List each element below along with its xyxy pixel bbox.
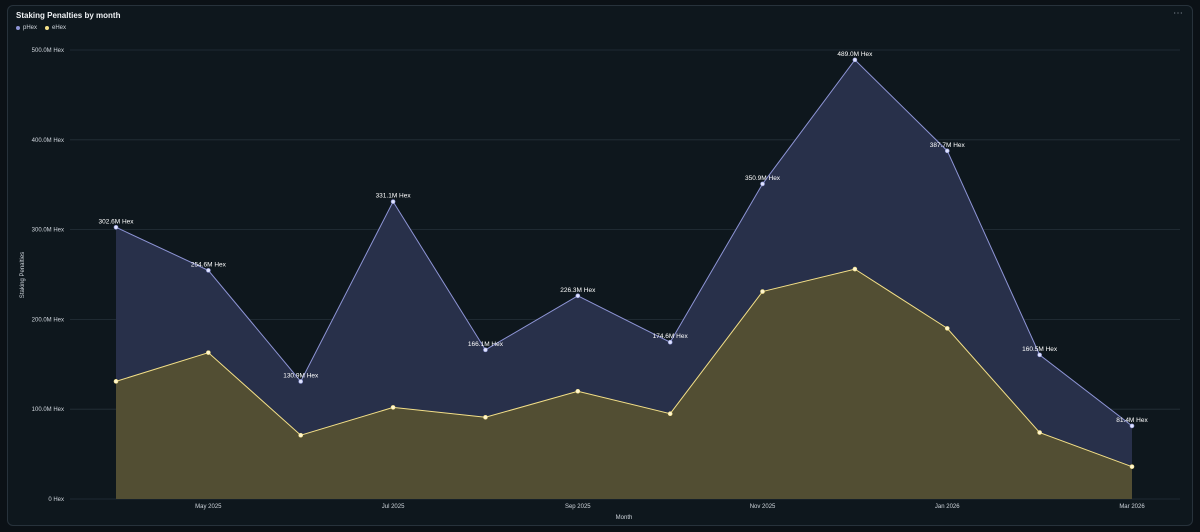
x-tick-label: Jan 2026 xyxy=(935,504,960,510)
point-phex xyxy=(944,148,950,154)
point-ehex xyxy=(852,266,858,272)
y-tick-label: 200.0M Hex xyxy=(32,317,64,323)
data-label-phex: 160.5M Hex xyxy=(1022,346,1058,353)
point-phex xyxy=(852,57,858,63)
x-tick-label: Jul 2025 xyxy=(382,504,405,510)
data-label-phex: 226.3M Hex xyxy=(560,287,596,294)
legend-swatch-phex xyxy=(16,26,20,30)
point-ehex xyxy=(944,326,950,331)
point-phex xyxy=(667,339,673,345)
point-ehex xyxy=(390,405,396,410)
area-ehex xyxy=(116,269,1132,499)
data-label-phex: 174.6M Hex xyxy=(653,333,689,340)
data-label-phex: 81.4M Hex xyxy=(1116,417,1148,424)
y-axis-title: Staking Penalties xyxy=(20,252,26,298)
data-label-phex: 254.6M Hex xyxy=(191,261,227,268)
point-phex xyxy=(390,199,396,204)
point-ehex xyxy=(483,414,488,420)
point-phex xyxy=(760,181,765,187)
line-phex xyxy=(115,59,1133,427)
x-axis-title: Month xyxy=(616,515,633,521)
legend: pHex eHex xyxy=(16,25,66,31)
line-ehex xyxy=(115,268,1133,468)
legend-label-ehex: eHex xyxy=(52,25,67,31)
data-label-phex: 331.1M Hex xyxy=(376,193,412,200)
y-tick-label: 300.0M Hex xyxy=(32,228,64,234)
y-tick-label: 0 Hex xyxy=(48,497,64,503)
point-phex xyxy=(206,268,211,273)
point-phex xyxy=(113,224,119,230)
x-tick-label: Mar 2026 xyxy=(1119,504,1145,510)
point-phex xyxy=(298,379,304,384)
data-label-phex: 387.7M Hex xyxy=(930,142,966,149)
data-label-phex: 130.9M Hex xyxy=(283,372,319,379)
y-tick-label: 400.0M Hex xyxy=(32,138,64,144)
legend-item-ehex[interactable]: eHex xyxy=(45,25,66,31)
legend-item-phex[interactable]: pHex xyxy=(16,25,37,31)
point-ehex xyxy=(1037,430,1042,435)
point-ehex xyxy=(298,432,304,438)
data-label-phex: 166.1M Hex xyxy=(468,341,504,348)
point-phex xyxy=(1037,352,1042,358)
point-ehex xyxy=(667,411,673,416)
x-tick-label: Nov 2025 xyxy=(750,504,776,510)
y-tick-label: 100.0M Hex xyxy=(32,407,64,413)
point-phex xyxy=(483,347,488,353)
x-tick-label: Sep 2025 xyxy=(565,504,591,510)
point-ehex xyxy=(113,379,119,384)
point-ehex xyxy=(760,289,765,294)
point-phex xyxy=(575,293,581,299)
legend-label-phex: pHex xyxy=(23,25,38,31)
data-label-phex: 302.6M Hex xyxy=(98,218,134,225)
legend-swatch-ehex xyxy=(45,26,50,30)
y-tick-label: 500.0M Hex xyxy=(32,48,64,54)
point-phex xyxy=(1129,423,1135,429)
data-label-phex: 350.9M Hex xyxy=(745,175,781,182)
point-ehex xyxy=(1129,464,1135,469)
more-icon[interactable]: ⋯ xyxy=(1173,8,1184,19)
point-ehex xyxy=(206,350,211,355)
data-label-phex: 489.0M Hex xyxy=(837,51,873,58)
x-tick-label: May 2025 xyxy=(195,504,222,510)
chart-title: Staking Penalties by month xyxy=(16,11,121,20)
point-ehex xyxy=(575,388,581,394)
